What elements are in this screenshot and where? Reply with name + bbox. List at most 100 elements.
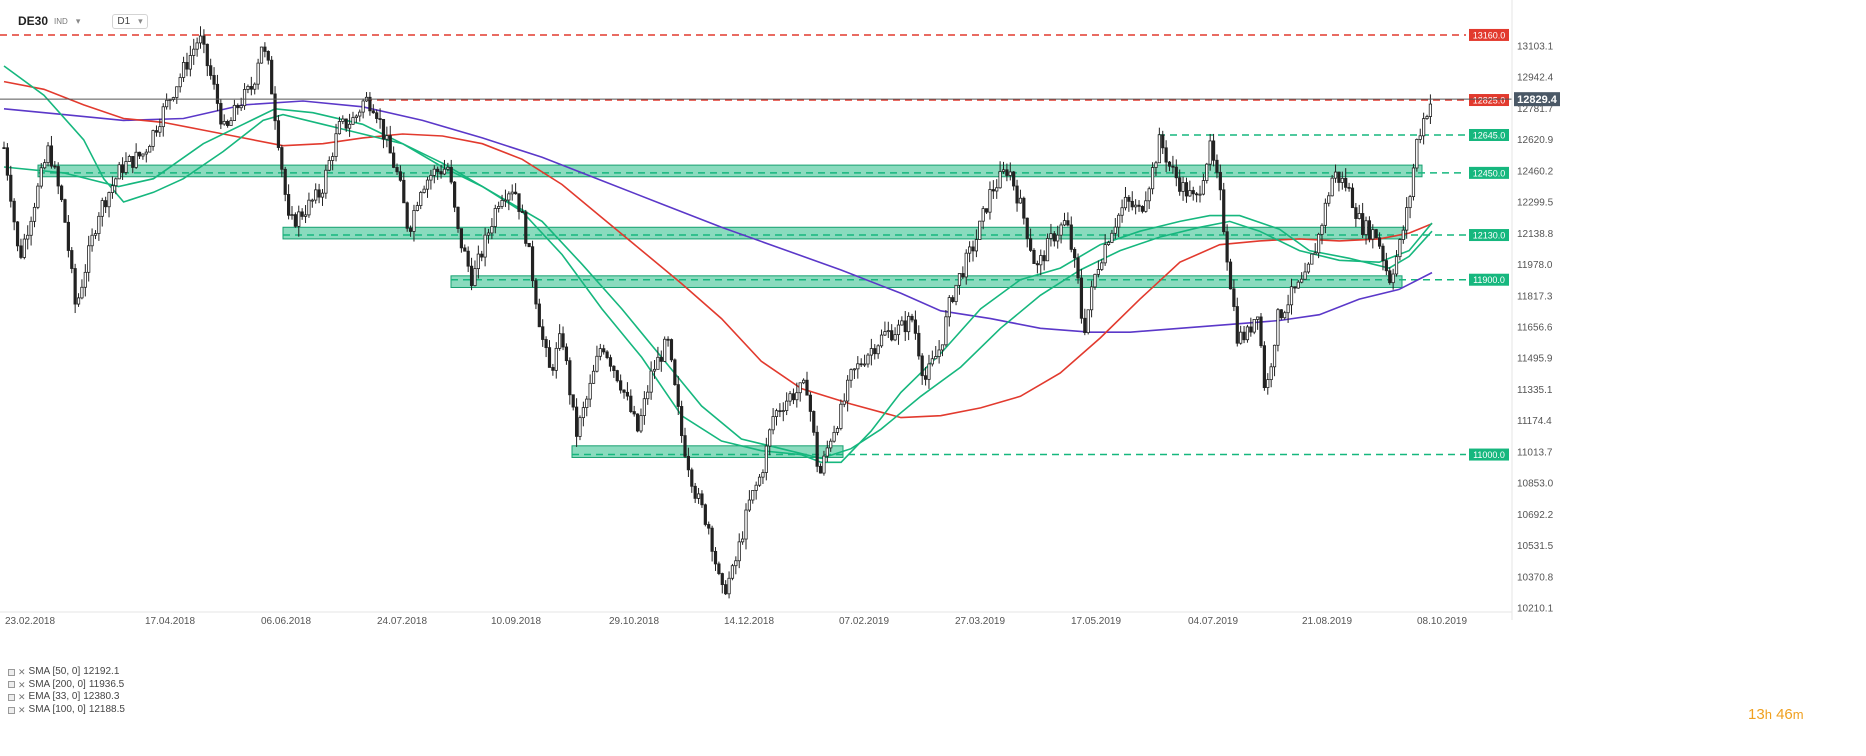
candle (822, 455, 826, 474)
timer-minutes-unit: m (1792, 707, 1804, 722)
candle (344, 118, 348, 129)
close-icon[interactable]: ✕ (18, 692, 26, 703)
symbol-name[interactable]: DE30 (18, 14, 49, 28)
candle (331, 156, 335, 161)
support-zone (282, 226, 1406, 240)
indicator-row[interactable]: ✕ EMA [33, 0] 12380.3 (8, 691, 125, 704)
candle (632, 411, 636, 415)
candle (558, 333, 562, 349)
candle (585, 398, 589, 409)
candle (1350, 187, 1355, 209)
candle (1422, 118, 1426, 137)
candle (859, 363, 863, 366)
settings-icon[interactable] (8, 706, 15, 714)
candle (1222, 189, 1226, 233)
timeframe-select[interactable]: D1 ▾ (112, 13, 148, 29)
candle (683, 435, 687, 457)
ema33-line (3, 65, 1433, 464)
candle (253, 83, 257, 90)
candle (1184, 182, 1189, 197)
price-tick: 13103.1 (1517, 42, 1554, 53)
date-tick: 07.02.2019 (839, 616, 889, 627)
candle (893, 334, 897, 341)
candle (534, 280, 538, 305)
candle (988, 189, 992, 213)
indicator-label: EMA [33, 0] (28, 691, 81, 703)
candle (1076, 257, 1080, 279)
close-icon[interactable]: ✕ (18, 667, 26, 677)
date-tick: 06.06.2018 (261, 616, 311, 627)
candle (1178, 177, 1182, 192)
candle (1252, 318, 1256, 333)
candle (80, 286, 84, 299)
candle (1384, 260, 1388, 272)
indicator-row[interactable]: ✕ SMA [50, 0] 12192.1 (8, 666, 125, 679)
candle (876, 345, 880, 355)
candle (1296, 281, 1300, 289)
candle (148, 146, 152, 153)
price-tick: 10531.5 (1517, 541, 1554, 552)
settings-icon[interactable] (8, 693, 15, 701)
candle (1398, 239, 1402, 258)
indicator-row[interactable]: ✕ SMA [100, 0] 12188.5 (8, 704, 125, 717)
candle (1174, 166, 1178, 179)
candle (493, 208, 497, 227)
candle (1313, 252, 1317, 255)
candle (9, 174, 13, 202)
candle (1018, 197, 1023, 204)
candle (469, 265, 474, 286)
candle (134, 151, 138, 168)
candle (829, 440, 833, 449)
candle (463, 247, 467, 252)
candle (1005, 169, 1009, 176)
timer-minutes: 46 (1776, 706, 1793, 723)
candle (90, 234, 94, 247)
candle (334, 133, 338, 157)
candle (26, 234, 30, 240)
candle (263, 46, 267, 52)
candle (659, 356, 663, 362)
candle (588, 382, 592, 400)
candle (1208, 140, 1212, 165)
candle (1381, 245, 1385, 262)
close-icon[interactable]: ✕ (18, 704, 26, 715)
candle (1256, 316, 1260, 320)
candle (998, 171, 1002, 189)
candle (395, 167, 399, 173)
candle (1364, 220, 1368, 235)
candle (114, 178, 118, 187)
candle (802, 379, 806, 384)
candle (310, 199, 314, 202)
candle (1276, 309, 1280, 346)
candle (635, 413, 640, 432)
candle (175, 86, 179, 98)
candle (317, 189, 321, 198)
candle (930, 358, 934, 365)
level-label: 12130.0 (1473, 231, 1506, 241)
close-icon[interactable]: ✕ (18, 679, 26, 690)
candle (375, 112, 379, 119)
candle (480, 253, 484, 258)
candle (46, 145, 50, 164)
candlesticks (2, 26, 1433, 599)
settings-icon[interactable] (8, 668, 15, 676)
candle (422, 188, 426, 193)
indicator-row[interactable]: ✕ SMA [200, 0] 11936.5 (8, 679, 125, 692)
indicator-label: SMA [200, 0] (28, 678, 86, 690)
candle (1418, 135, 1422, 140)
candle (1171, 165, 1175, 168)
candle (490, 226, 494, 234)
candle (1015, 185, 1019, 204)
settings-icon[interactable] (8, 681, 15, 689)
candle (527, 242, 531, 248)
candle (1211, 140, 1216, 161)
candle (1259, 316, 1263, 347)
candle (771, 416, 775, 431)
chevron-down-icon[interactable]: ▾ (75, 15, 81, 26)
candle (707, 524, 711, 529)
candle (236, 104, 240, 109)
candle (456, 206, 460, 229)
candle (903, 320, 907, 333)
candle (1367, 220, 1372, 240)
